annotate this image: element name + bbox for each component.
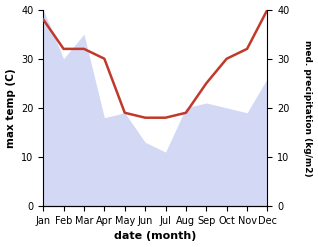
X-axis label: date (month): date (month) xyxy=(114,231,197,242)
Y-axis label: max temp (C): max temp (C) xyxy=(5,68,16,148)
Y-axis label: med. precipitation (kg/m2): med. precipitation (kg/m2) xyxy=(303,40,313,176)
